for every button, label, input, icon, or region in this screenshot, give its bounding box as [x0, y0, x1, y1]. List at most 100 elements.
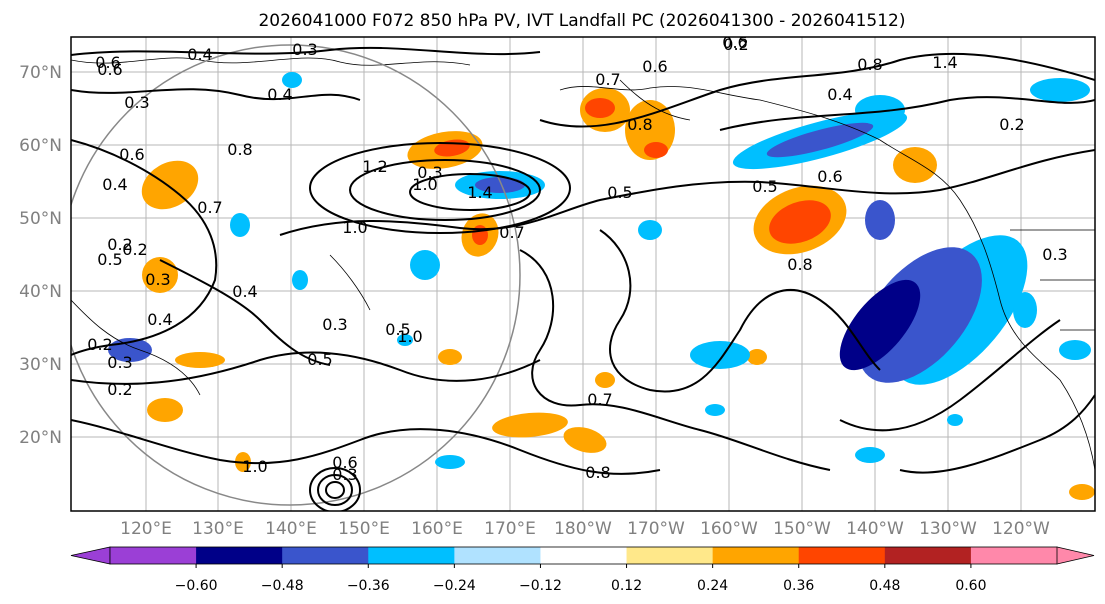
lat-tick-label: 60°N [19, 136, 62, 156]
lon-tick-label: 140°W [846, 519, 904, 539]
ivt-shade-blob [855, 447, 885, 463]
colorbar-bin [282, 547, 369, 564]
ivt-shade-blob [282, 72, 302, 88]
projection-circle [71, 44, 521, 506]
ivt-shade-blob [563, 427, 607, 453]
ivt-shade-blob [410, 250, 440, 280]
ivt-shade-blob [595, 372, 615, 388]
contour-label: 0.3 [292, 40, 317, 59]
ivt-shade-blob [397, 334, 413, 346]
lat-tick-label: 20°N [19, 428, 62, 448]
colorbar-bin [798, 547, 886, 564]
contour-label: 0.8 [227, 140, 252, 159]
lon-tick-label: 160°W [700, 519, 758, 539]
ivt-shade-blob [147, 398, 183, 422]
ivt-shade-blob [1069, 484, 1095, 500]
lat-tick-label: 30°N [19, 355, 62, 375]
contour-label: 0.2 [122, 240, 147, 259]
longitude-labels: 120°E 130°E 140°E 150°E 160°E 170°E 180°W 170°W… [120, 519, 1050, 539]
colorbar-tick-label: −0.48 [261, 578, 304, 594]
lon-tick-label: 160°E [411, 519, 463, 539]
colorbar-tick-label: −0.60 [175, 578, 218, 594]
lon-tick-label: 130°E [192, 519, 244, 539]
lon-tick-label: 120°W [992, 519, 1050, 539]
map-area: 0.6 0.40.30.30.40.70.60.40.20.50.30.40.21… [71, 33, 1095, 511]
lon-tick-label: 170°W [627, 519, 685, 539]
contour-label: 0.3 [322, 315, 347, 334]
contour-label: 0.3 [332, 465, 357, 484]
contour-label: 0.4 [147, 310, 172, 329]
contour-label: 0.2 [107, 380, 132, 399]
contour-label: 0.8 [585, 463, 610, 482]
contour-label: 0.6 [119, 145, 144, 164]
contour-label: 0.3 [1042, 245, 1067, 264]
ivt-shade-blob [947, 414, 963, 426]
colorbar-frame [109, 546, 1058, 565]
contour-label: 0.3 [145, 270, 170, 289]
lon-tick-label: 180°W [554, 519, 612, 539]
ivt-shade-blob [638, 220, 662, 240]
ivt-shade-blob [585, 98, 615, 118]
contour-label: 0.4 [102, 175, 127, 194]
ivt-shade-blob [644, 142, 668, 158]
ivt-shade-blob [475, 177, 525, 193]
ivt-shade-blob [766, 122, 874, 158]
contour-label: 0.7 [499, 223, 524, 242]
map-frame [70, 36, 1096, 512]
ivt-shade-blob [492, 412, 568, 438]
ivt-shade-blob [435, 455, 465, 469]
colorbar-tick-label: −0.24 [433, 578, 476, 594]
colorbar-bin [454, 547, 541, 564]
contour-label: 0.6 [332, 453, 357, 472]
contour-labels: 0.6 0.40.30.30.40.70.60.40.20.50.30.40.21… [87, 33, 1067, 484]
contour-label: 0.8 [857, 55, 882, 74]
colorbar-tick-label: 0.12 [611, 578, 642, 594]
contour-label: 0.5 [385, 320, 410, 339]
contour-label: 0.2 [999, 115, 1024, 134]
contour-label: 1.4 [932, 53, 957, 72]
colorbar-tick-label: 0.24 [697, 578, 728, 594]
contour-label: 0.7 [587, 390, 612, 409]
contour-label: 0.4 [232, 282, 257, 301]
contour-label: 0.2 [723, 35, 748, 54]
colorbar-bin [110, 547, 197, 564]
contour-label: 1.0 [412, 175, 437, 194]
pv-contours [71, 46, 1095, 511]
lon-tick-label: 120°E [120, 519, 172, 539]
contour-label: 0.8 [787, 255, 812, 274]
ivt-shade-blob [1013, 292, 1037, 328]
contour-label: 0.6 [722, 33, 747, 52]
ivt-shade-blob [1059, 340, 1091, 360]
ivt-shade-blob [142, 257, 178, 293]
ivt-shade-blob [690, 341, 750, 369]
colorbar-tick-label: −0.36 [347, 578, 390, 594]
contour-label: 0.7 [197, 198, 222, 217]
ivt-shade-blob [472, 225, 488, 245]
colorbar-bin [970, 547, 1058, 564]
contour-label: 0.2 [107, 235, 132, 254]
colorbar-extend-max [1056, 546, 1095, 565]
contour-label: 0.4 [827, 85, 852, 104]
ivt-shade-blob [855, 95, 905, 125]
contour-label: 0.5 [97, 250, 122, 269]
lat-tick-label: 50°N [19, 209, 62, 229]
colorbar-tick-label: 0.36 [783, 578, 814, 594]
ivt-shade-blob [747, 349, 767, 365]
lon-tick-label: 170°E [484, 519, 536, 539]
contour-label: 0.5 [607, 183, 632, 202]
contour-label: 0.8 [627, 115, 652, 134]
contour-label: 0.5 [307, 350, 332, 369]
contour-label: 0.4 [187, 45, 212, 64]
colorbar-tick-label: −0.12 [519, 578, 562, 594]
lon-tick-label: 150°W [773, 519, 831, 539]
chart-title: 2026041000 F072 850 hPa PV, IVT Landfall… [258, 11, 905, 31]
colorbar-extend-min [70, 546, 111, 565]
ivt-shade-blob [141, 160, 199, 210]
contour-label: 0.7 [595, 70, 620, 89]
colorbar-tick-label: 0.48 [869, 578, 900, 594]
contour-label: 1.0 [397, 327, 422, 346]
lon-tick-label: 130°W [919, 519, 977, 539]
contour-label: 0.6 [97, 60, 122, 79]
contour-label: 0.6 [95, 53, 120, 72]
